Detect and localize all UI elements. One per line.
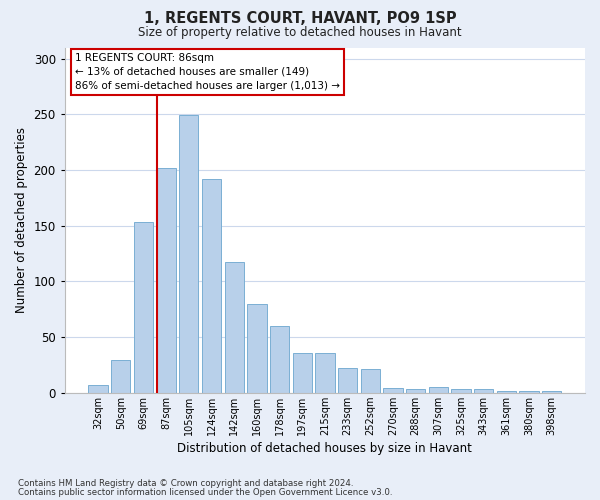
- Bar: [520, 390, 539, 393]
- Bar: [179, 116, 199, 393]
- Bar: [406, 390, 425, 393]
- Text: 1, REGENTS COURT, HAVANT, PO9 1SP: 1, REGENTS COURT, HAVANT, PO9 1SP: [143, 11, 457, 26]
- Bar: [542, 390, 562, 393]
- Bar: [361, 370, 380, 393]
- Text: 1 REGENTS COURT: 86sqm
← 13% of detached houses are smaller (149)
86% of semi-de: 1 REGENTS COURT: 86sqm ← 13% of detached…: [75, 52, 340, 90]
- Bar: [338, 368, 357, 393]
- Bar: [428, 387, 448, 393]
- Text: Contains HM Land Registry data © Crown copyright and database right 2024.: Contains HM Land Registry data © Crown c…: [18, 479, 353, 488]
- Y-axis label: Number of detached properties: Number of detached properties: [15, 127, 28, 313]
- Bar: [134, 222, 153, 393]
- Bar: [224, 262, 244, 393]
- Bar: [157, 168, 176, 393]
- Bar: [247, 304, 266, 393]
- Text: Size of property relative to detached houses in Havant: Size of property relative to detached ho…: [138, 26, 462, 39]
- Bar: [270, 326, 289, 393]
- Bar: [293, 352, 312, 393]
- Bar: [111, 360, 130, 393]
- X-axis label: Distribution of detached houses by size in Havant: Distribution of detached houses by size …: [178, 442, 472, 455]
- Bar: [474, 390, 493, 393]
- Bar: [451, 390, 470, 393]
- Bar: [202, 179, 221, 393]
- Bar: [383, 388, 403, 393]
- Bar: [88, 385, 108, 393]
- Bar: [497, 390, 516, 393]
- Text: Contains public sector information licensed under the Open Government Licence v3: Contains public sector information licen…: [18, 488, 392, 497]
- Bar: [315, 352, 335, 393]
